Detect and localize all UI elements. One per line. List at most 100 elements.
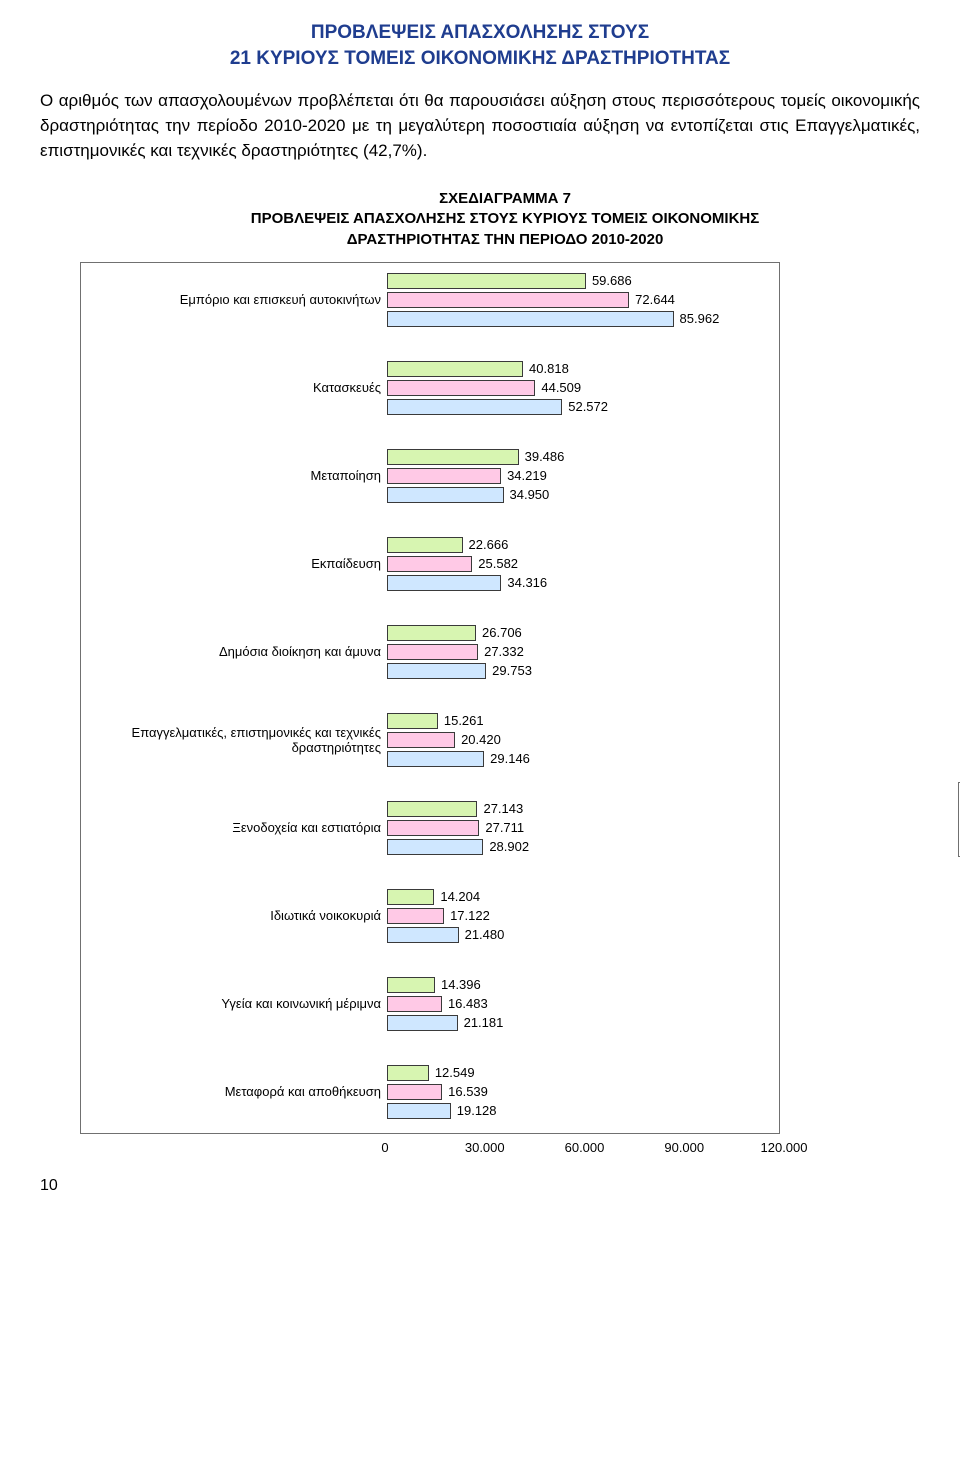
bar-row-2020: 34.316 [387, 574, 779, 592]
bars-column: 22.666 25.582 34.316 [387, 535, 779, 593]
category-label: Εκπαίδευση [81, 556, 387, 571]
category-label: Μεταποίηση [81, 468, 387, 483]
bar-2020 [387, 663, 486, 679]
bars-column: 59.68672.644 85.962 [387, 271, 779, 329]
chart-container: ΣΧΕΔΙΑΓΡΑΜΜΑ 7 ΠΡΟΒΛΕΨΕΙΣ ΑΠΑΣΧΟΛΗΣΗΣ ΣΤ… [80, 189, 930, 1155]
bar-row-2010: 25.582 [387, 555, 779, 573]
category-label: Δημόσια διοίκηση και άμυνα [81, 644, 387, 659]
bar-value-label: 17.122 [450, 908, 490, 923]
plot-inner: Εμπόριο και επισκευή αυτοκινήτων59.68672… [80, 262, 780, 1134]
bar-2005 [387, 449, 519, 465]
category-group: Εμπόριο και επισκευή αυτοκινήτων59.68672… [81, 271, 779, 329]
x-tick-label: 0 [360, 1140, 410, 1155]
category-label: Ιδιωτικά νοικοκυριά [81, 908, 387, 923]
bar-row-2010: 20.420 [387, 731, 779, 749]
category-group: Υγεία και κοινωνική μέριμνα 14.396 16.483 2… [81, 975, 779, 1033]
bar-value-label: 44.509 [541, 380, 581, 395]
page-container: ΠΡΟΒΛΕΨΕΙΣ ΑΠΑΣΧΟΛΗΣΗΣ ΣΤΟΥΣ 21 ΚΥΡΙΟΥΣ … [0, 0, 960, 1225]
bar-value-label: 34.219 [507, 468, 547, 483]
bar-row-2010: 16.539 [387, 1083, 779, 1101]
bar-value-label: 21.181 [464, 1015, 504, 1030]
x-axis: 030.00060.00090.000120.000 [380, 1140, 780, 1155]
bars-column: 26.706 27.332 29.753 [387, 623, 779, 681]
category-group: Επαγγελματικές, επιστημονικές και τεχνικ… [81, 711, 779, 769]
bar-row-2005: 27.143 [387, 800, 779, 818]
bar-row-2010: 16.483 [387, 995, 779, 1013]
bar-value-label: 14.396 [441, 977, 481, 992]
category-group: Κατασκευές40.818 44.509 52.572 [81, 359, 779, 417]
bar-row-2010: 27.332 [387, 643, 779, 661]
bar-row-2010: 72.644 [387, 291, 779, 309]
bar-row-2020: 29.753 [387, 662, 779, 680]
bar-row-2010: 17.122 [387, 907, 779, 925]
bar-value-label: 52.572 [568, 399, 608, 414]
bar-value-label: 59.686 [592, 273, 632, 288]
page-title: ΠΡΟΒΛΕΨΕΙΣ ΑΠΑΣΧΟΛΗΣΗΣ ΣΤΟΥΣ 21 ΚΥΡΙΟΥΣ … [40, 20, 920, 71]
category-group: Μεταποίηση 39.486 34.219 34.950 [81, 447, 779, 505]
x-tick-label: 30.000 [460, 1140, 510, 1155]
bar-value-label: 34.316 [507, 575, 547, 590]
plot-zone: Εμπόριο και επισκευή αυτοκινήτων59.68672… [80, 262, 780, 1155]
bar-row-2020: 52.572 [387, 398, 779, 416]
bar-2010 [387, 1084, 442, 1100]
bar-2010 [387, 996, 442, 1012]
x-tick-label: 60.000 [560, 1140, 610, 1155]
bars-column: 14.396 16.483 21.181 [387, 975, 779, 1033]
bar-2020 [387, 1015, 458, 1031]
bar-row-2010: 27.711 [387, 819, 779, 837]
bar-value-label: 72.644 [635, 292, 675, 307]
title-line-2: 21 ΚΥΡΙΟΥΣ ΤΟΜΕΙΣ ΟΙΚΟΝΟΜΙΚΗΣ ΔΡΑΣΤΗΡΙΟΤ… [230, 48, 730, 69]
bar-row-2010: 44.509 [387, 379, 779, 397]
bar-value-label: 19.128 [457, 1103, 497, 1118]
category-label: Ξενοδοχεία και εστιατόρια [81, 820, 387, 835]
category-group: Εκπαίδευση 22.666 25.582 34.316 [81, 535, 779, 593]
bar-2020 [387, 751, 484, 767]
bar-2005 [387, 801, 477, 817]
category-group: Ξενοδοχεία και εστιατόρια 27.143 27.711 28.… [81, 799, 779, 857]
bar-row-2005: 39.486 [387, 448, 779, 466]
bar-row-2020: 28.902 [387, 838, 779, 856]
category-label: Μεταφορά και αποθήκευση [81, 1084, 387, 1099]
bar-value-label: 22.666 [469, 537, 509, 552]
bar-2020 [387, 1103, 451, 1119]
bar-value-label: 27.711 [485, 820, 524, 835]
bar-row-2005: 14.204 [387, 888, 779, 906]
bar-2010 [387, 468, 501, 484]
bar-2005 [387, 625, 476, 641]
x-tick: 0 [380, 1140, 381, 1155]
bar-value-label: 27.143 [483, 801, 523, 816]
bar-value-label: 12.549 [435, 1065, 475, 1080]
category-group: Δημόσια διοίκηση και άμυνα26.706 27.332 29… [81, 623, 779, 681]
bars-column: 27.143 27.711 28.902 [387, 799, 779, 857]
x-tick: 60.000 [580, 1140, 581, 1155]
bar-row-2005: 12.549 [387, 1064, 779, 1082]
bar-value-label: 15.261 [444, 713, 484, 728]
bar-2005 [387, 361, 523, 377]
bar-row-2020: 21.181 [387, 1014, 779, 1032]
bar-2020 [387, 487, 504, 503]
bar-row-2005: 59.686 [387, 272, 779, 290]
chart-body: Εμπόριο και επισκευή αυτοκινήτων59.68672… [80, 262, 930, 1155]
bar-value-label: 27.332 [484, 644, 524, 659]
bar-value-label: 16.483 [448, 996, 488, 1011]
bar-row-2005: 14.396 [387, 976, 779, 994]
category-label: Εμπόριο και επισκευή αυτοκινήτων [81, 292, 387, 307]
bar-2020 [387, 311, 674, 327]
bar-row-2020: 21.480 [387, 926, 779, 944]
bar-row-2005: 26.706 [387, 624, 779, 642]
bar-2020 [387, 399, 562, 415]
x-tick-label: 90.000 [659, 1140, 709, 1155]
bar-2005 [387, 1065, 429, 1081]
bar-2005 [387, 537, 463, 553]
category-label: Κατασκευές [81, 380, 387, 395]
bar-value-label: 29.146 [490, 751, 530, 766]
bar-row-2005: 40.818 [387, 360, 779, 378]
bar-value-label: 39.486 [525, 449, 565, 464]
bar-2010 [387, 908, 444, 924]
bar-2005 [387, 889, 434, 905]
category-label: Υγεία και κοινωνική μέριμνα [81, 996, 387, 1011]
bar-value-label: 28.902 [489, 839, 529, 854]
bar-row-2020: 34.950 [387, 486, 779, 504]
bar-row-2020: 85.962 [387, 310, 779, 328]
bar-value-label: 14.204 [440, 889, 480, 904]
